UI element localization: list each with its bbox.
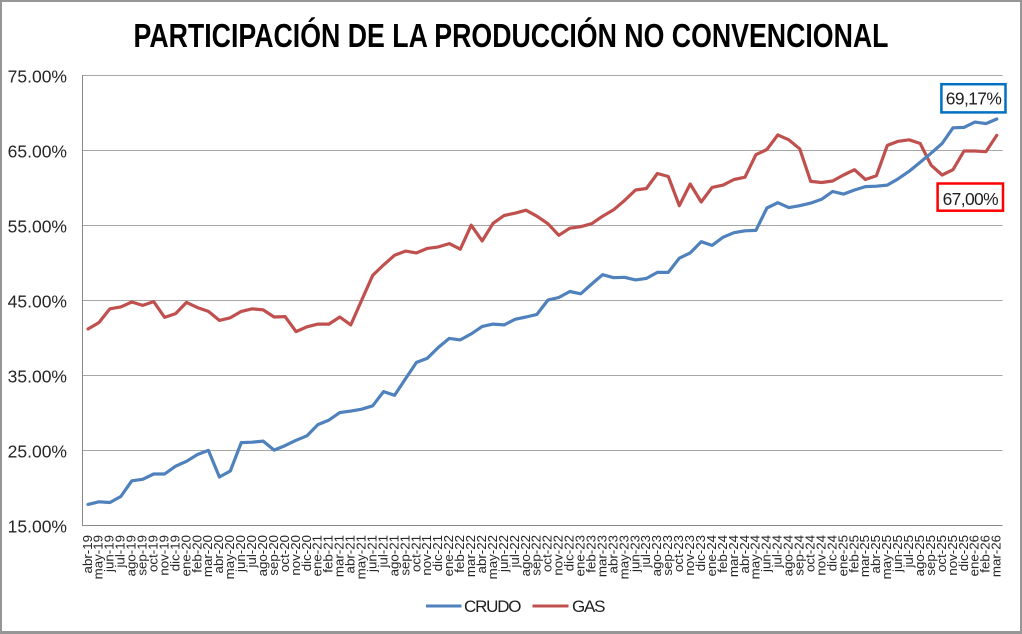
svg-text:dic-20: dic-20: [299, 535, 314, 571]
svg-text:dic-24: dic-24: [824, 535, 839, 571]
svg-text:jul-20: jul-20: [244, 535, 259, 569]
svg-text:GAS: GAS: [572, 597, 605, 616]
svg-text:feb-25: feb-25: [846, 535, 861, 573]
svg-text:25.00%: 25.00%: [8, 441, 67, 461]
svg-text:jun-22: jun-22: [496, 535, 511, 573]
svg-text:PARTICIPACIÓN DE LA PRODUCCIÓN: PARTICIPACIÓN DE LA PRODUCCIÓN NO CONVEN…: [134, 17, 889, 54]
svg-text:jun-23: jun-23: [627, 535, 642, 573]
svg-text:ago-22: ago-22: [518, 535, 533, 576]
svg-text:abr-25: abr-25: [868, 535, 883, 573]
svg-text:jun-25: jun-25: [890, 535, 905, 573]
svg-text:jul-23: jul-23: [638, 535, 653, 569]
svg-text:dic-25: dic-25: [956, 535, 971, 571]
svg-text:oct-19: oct-19: [146, 535, 161, 572]
svg-text:oct-25: oct-25: [934, 535, 949, 572]
svg-text:jun-21: jun-21: [365, 535, 380, 573]
svg-text:abr-21: abr-21: [343, 535, 358, 573]
svg-text:oct-22: oct-22: [540, 535, 555, 572]
svg-text:jul-25: jul-25: [901, 535, 916, 569]
svg-text:feb-21: feb-21: [321, 535, 336, 573]
svg-text:dic-23: dic-23: [693, 535, 708, 571]
svg-text:ago-25: ago-25: [912, 535, 927, 576]
svg-text:oct-21: oct-21: [408, 535, 423, 572]
svg-text:ene-22: ene-22: [441, 535, 456, 576]
svg-text:nov-23: nov-23: [682, 535, 697, 576]
svg-text:mar-26: mar-26: [989, 535, 1004, 577]
svg-text:nov-24: nov-24: [813, 535, 828, 576]
svg-text:ago-19: ago-19: [124, 535, 139, 576]
svg-text:mar-22: mar-22: [463, 535, 478, 577]
svg-text:jul-22: jul-22: [507, 535, 522, 569]
svg-text:feb-26: feb-26: [978, 535, 993, 573]
svg-text:CRUDO: CRUDO: [464, 597, 521, 616]
svg-text:may-22: may-22: [485, 535, 500, 579]
svg-text:35.00%: 35.00%: [8, 366, 67, 386]
svg-text:67,00%: 67,00%: [943, 189, 999, 209]
svg-text:ene-24: ene-24: [704, 535, 719, 576]
svg-text:ene-23: ene-23: [573, 535, 588, 576]
svg-text:sep-24: sep-24: [792, 535, 807, 576]
svg-text:abr-22: abr-22: [474, 535, 489, 573]
svg-text:may-24: may-24: [748, 535, 763, 579]
svg-text:75.00%: 75.00%: [8, 66, 67, 86]
svg-text:abr-19: abr-19: [80, 535, 95, 573]
svg-text:ago-21: ago-21: [386, 535, 401, 576]
svg-text:15.00%: 15.00%: [8, 516, 67, 536]
svg-text:sep-20: sep-20: [266, 535, 281, 576]
svg-text:45.00%: 45.00%: [8, 291, 67, 311]
svg-text:oct-24: oct-24: [803, 535, 818, 572]
svg-text:ago-24: ago-24: [781, 535, 796, 576]
svg-text:65.00%: 65.00%: [8, 141, 67, 161]
svg-text:jul-21: jul-21: [375, 535, 390, 569]
svg-text:abr-23: abr-23: [605, 535, 620, 573]
svg-text:dic-22: dic-22: [562, 535, 577, 571]
svg-text:may-25: may-25: [879, 535, 894, 579]
svg-text:abr-24: abr-24: [737, 535, 752, 573]
svg-text:mar-20: mar-20: [200, 535, 215, 577]
svg-text:feb-24: feb-24: [715, 535, 730, 573]
svg-text:sep-21: sep-21: [397, 535, 412, 576]
svg-text:nov-20: nov-20: [288, 535, 303, 576]
svg-text:ene-25: ene-25: [835, 535, 850, 576]
svg-text:feb-23: feb-23: [584, 535, 599, 573]
svg-text:dic-19: dic-19: [167, 535, 182, 571]
svg-text:nov-25: nov-25: [945, 535, 960, 576]
svg-text:jun-24: jun-24: [759, 535, 774, 573]
svg-text:69,17%: 69,17%: [946, 88, 1002, 108]
svg-text:mar-21: mar-21: [332, 535, 347, 577]
svg-text:oct-20: oct-20: [277, 535, 292, 572]
svg-text:ago-23: ago-23: [649, 535, 664, 576]
svg-text:may-19: may-19: [91, 535, 106, 579]
svg-text:jun-19: jun-19: [102, 535, 117, 573]
svg-text:sep-25: sep-25: [923, 535, 938, 576]
svg-text:may-23: may-23: [616, 535, 631, 579]
svg-text:may-21: may-21: [354, 535, 369, 579]
svg-text:sep-23: sep-23: [660, 535, 675, 576]
svg-text:nov-22: nov-22: [551, 535, 566, 576]
svg-text:may-20: may-20: [222, 535, 237, 579]
svg-text:feb-20: feb-20: [189, 535, 204, 573]
svg-text:mar-24: mar-24: [726, 535, 741, 577]
svg-text:nov-19: nov-19: [156, 535, 171, 576]
svg-text:jul-24: jul-24: [770, 535, 785, 569]
svg-text:nov-21: nov-21: [419, 535, 434, 576]
svg-text:jun-20: jun-20: [233, 535, 248, 573]
svg-text:dic-21: dic-21: [430, 535, 445, 571]
svg-text:ene-26: ene-26: [967, 535, 982, 576]
svg-text:abr-20: abr-20: [211, 535, 226, 573]
svg-text:mar-25: mar-25: [857, 535, 872, 577]
svg-text:feb-22: feb-22: [452, 535, 467, 573]
svg-text:jul-19: jul-19: [113, 535, 128, 569]
svg-text:sep-22: sep-22: [529, 535, 544, 576]
svg-text:ago-20: ago-20: [255, 535, 270, 576]
svg-text:ene-21: ene-21: [310, 535, 325, 576]
svg-text:sep-19: sep-19: [135, 535, 150, 576]
svg-text:oct-23: oct-23: [671, 535, 686, 572]
svg-text:55.00%: 55.00%: [8, 216, 67, 236]
svg-text:mar-23: mar-23: [594, 535, 609, 577]
svg-text:ene-20: ene-20: [178, 535, 193, 576]
